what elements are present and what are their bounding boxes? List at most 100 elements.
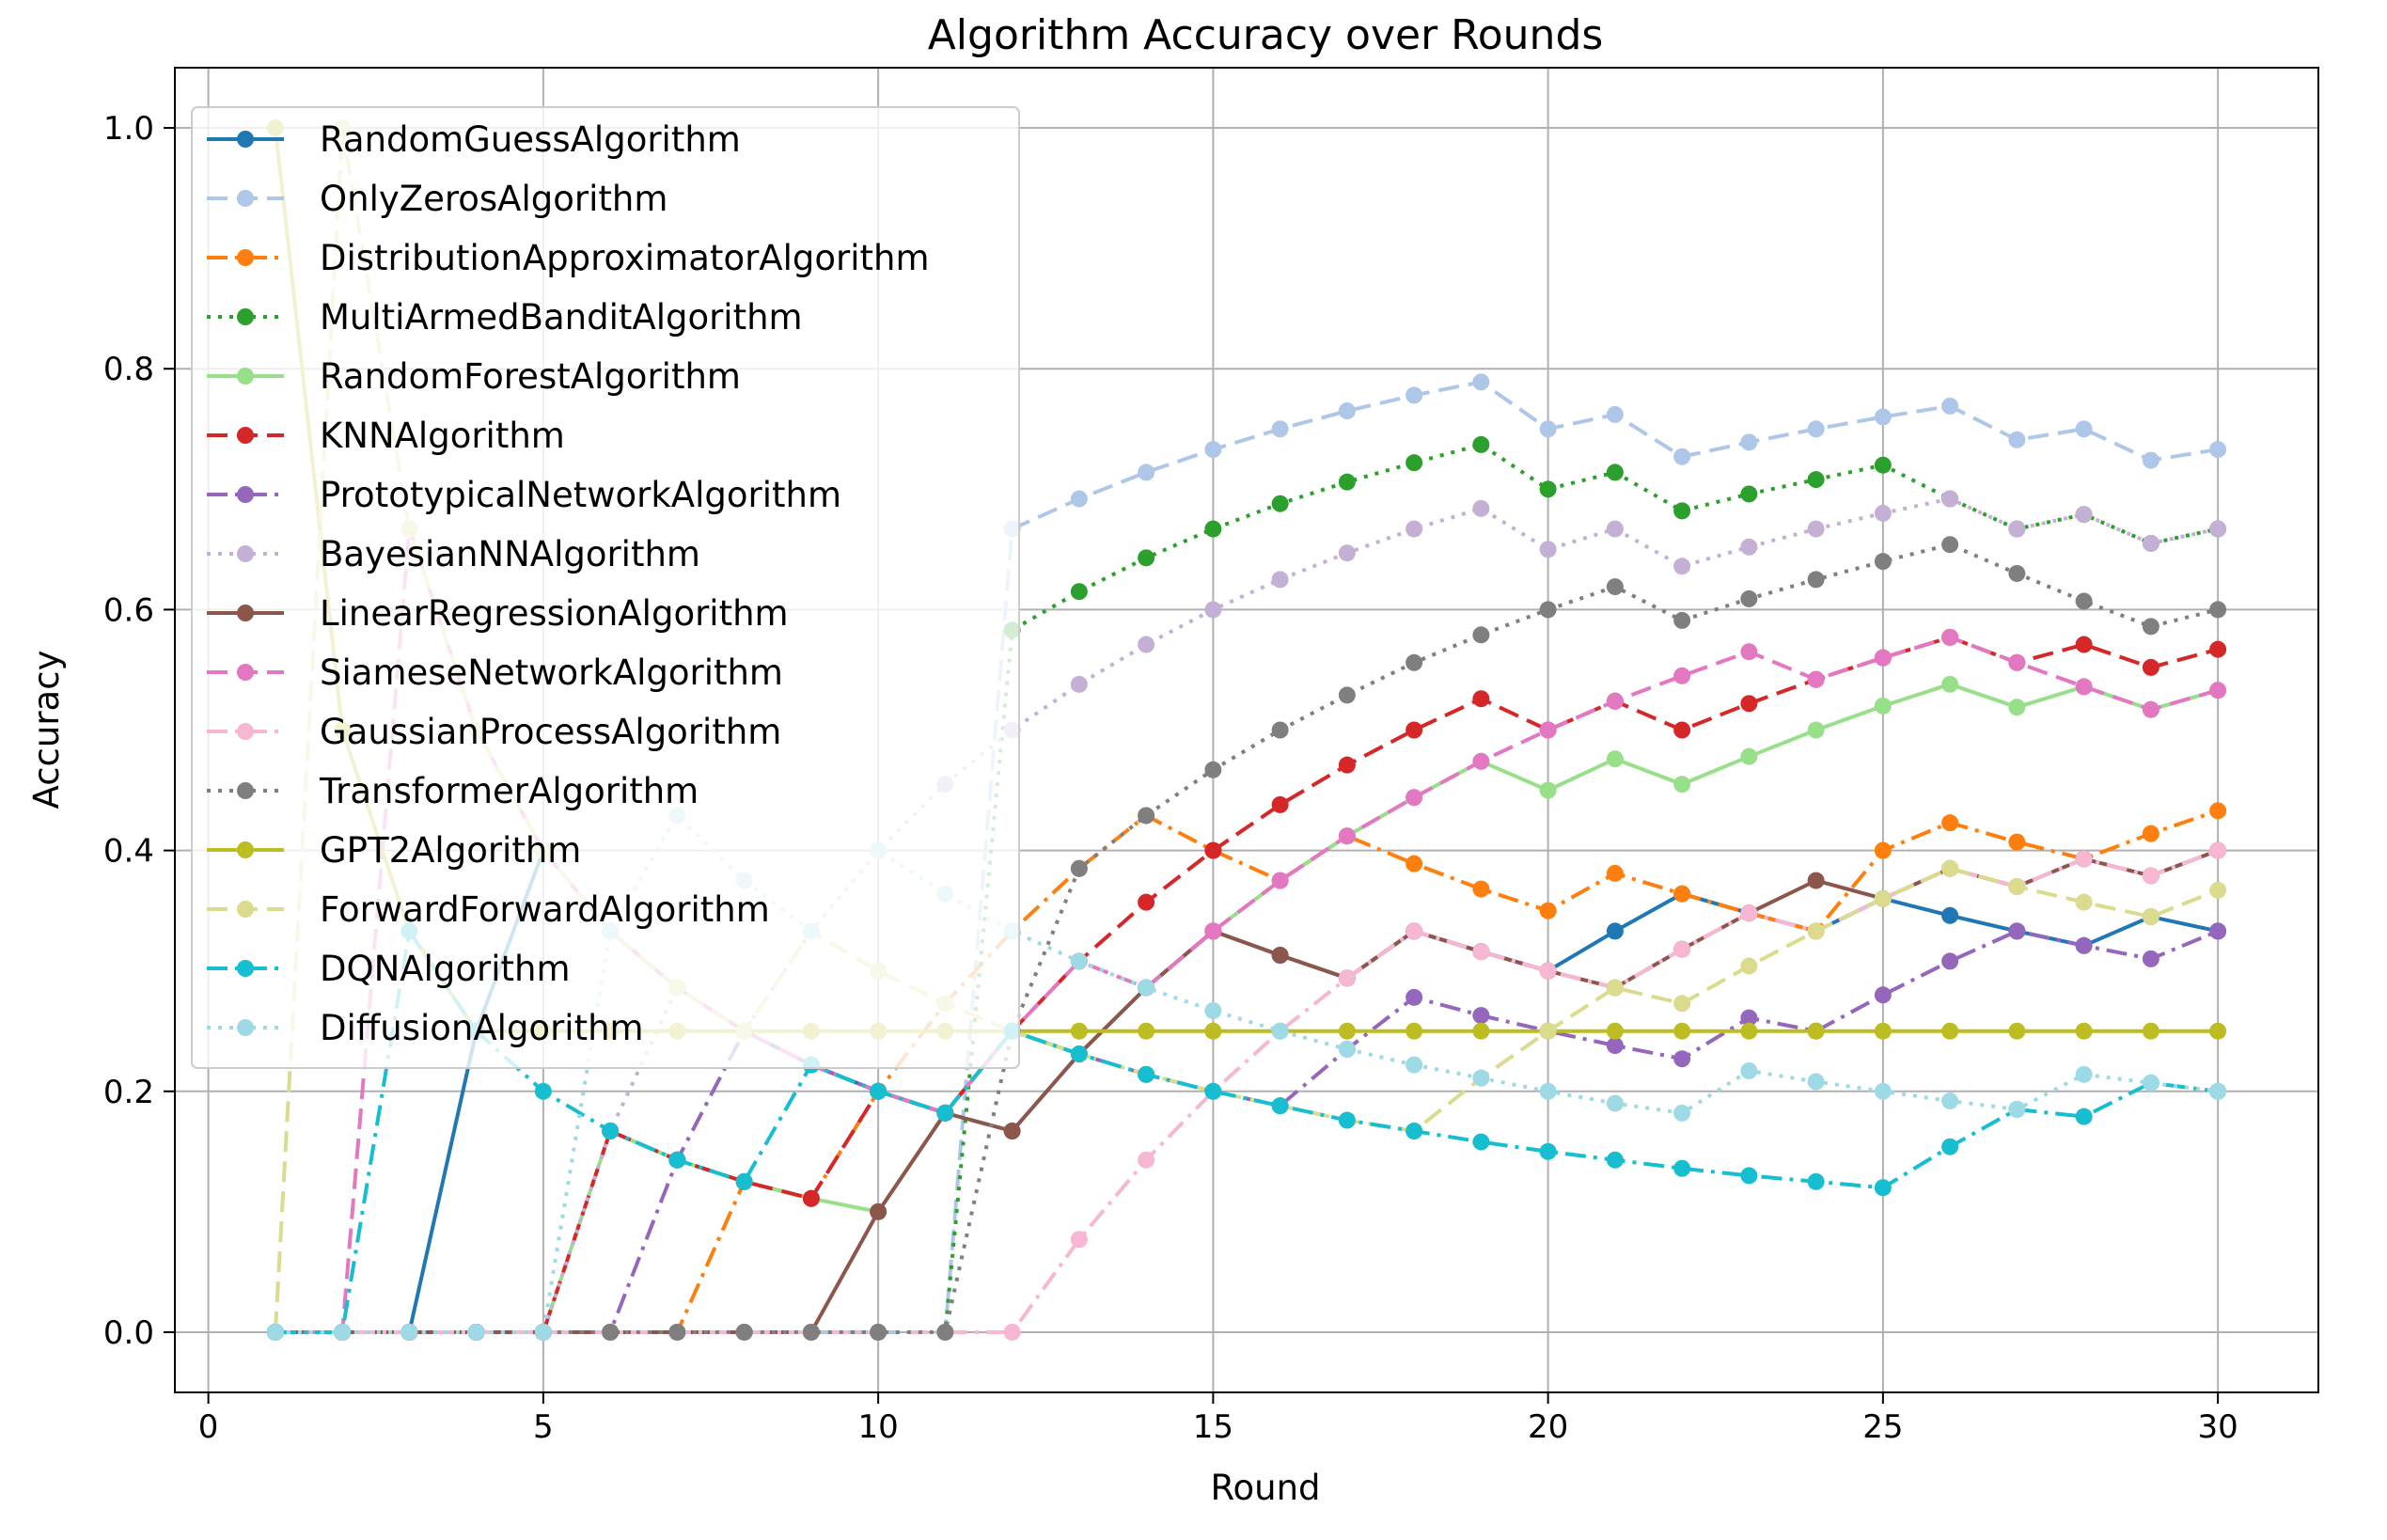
data-point (1204, 922, 1222, 940)
data-point (2142, 534, 2159, 552)
data-point (1740, 1061, 1758, 1079)
data-point (2075, 1065, 2093, 1083)
data-point (1807, 721, 1825, 739)
data-point (2209, 441, 2227, 459)
data-point (1138, 893, 1155, 911)
data-point (1606, 1094, 1624, 1112)
legend-label: BayesianNNAlgorithm (320, 534, 700, 574)
data-point (1874, 889, 1892, 907)
data-point (1472, 1007, 1490, 1025)
data-point (1204, 1022, 1222, 1040)
legend-item: KNNAlgorithm (207, 416, 565, 456)
legend-item: RandomForestAlgorithm (207, 356, 741, 397)
data-point (1606, 1022, 1624, 1040)
data-point (936, 1104, 954, 1122)
x-tick-label: 0 (198, 1408, 219, 1446)
data-point (1338, 473, 1356, 491)
data-point (1807, 670, 1825, 688)
data-point (1271, 495, 1289, 512)
data-point (1874, 697, 1892, 715)
series-layer (266, 119, 2227, 1341)
data-point (1673, 776, 1691, 794)
legend-item: GPT2Algorithm (207, 830, 581, 871)
data-point (1070, 1045, 1088, 1063)
data-point (1070, 859, 1088, 877)
chart-title: Algorithm Accuracy over Rounds (928, 11, 1604, 59)
data-point (1740, 695, 1758, 713)
data-point (1673, 558, 1691, 575)
legend-label: DiffusionAlgorithm (320, 1008, 644, 1048)
legend-label: GaussianProcessAlgorithm (320, 712, 781, 752)
data-point (1606, 464, 1624, 481)
data-point (2142, 825, 2159, 842)
data-point (1606, 1037, 1624, 1055)
data-point (1406, 1123, 1423, 1140)
data-point (1606, 578, 1624, 596)
data-point (1338, 969, 1356, 987)
data-point (1874, 456, 1892, 474)
data-point (2142, 908, 2159, 926)
y-tick-label: 0.6 (103, 591, 154, 629)
legend-label: DistributionApproximatorAlgorithm (320, 238, 930, 278)
legend-label: OnlyZerosAlgorithm (320, 179, 667, 219)
data-point (1673, 885, 1691, 903)
data-point (1472, 1022, 1490, 1040)
data-point (1740, 957, 1758, 975)
legend-label: SiameseNetworkAlgorithm (320, 652, 783, 693)
data-point (1338, 1040, 1356, 1058)
data-point (1472, 752, 1490, 770)
data-point (2209, 922, 2227, 940)
data-point (1874, 553, 1892, 571)
legend-swatch-marker (237, 605, 254, 621)
data-point (2142, 1074, 2159, 1092)
data-point (1138, 1151, 1155, 1169)
data-point (735, 1172, 753, 1190)
y-axis-title: Accuracy (26, 651, 67, 809)
data-point (2075, 936, 2093, 954)
data-point (668, 1151, 686, 1169)
legend-swatch-marker (237, 249, 254, 266)
data-point (1740, 1009, 1758, 1027)
data-point (1406, 1022, 1423, 1040)
data-point (2209, 1022, 2227, 1040)
data-point (2075, 506, 2093, 524)
legend-swatch-marker (237, 841, 254, 858)
data-point (1539, 1142, 1557, 1160)
legend-item: DiffusionAlgorithm (207, 1008, 644, 1048)
data-point (1606, 1151, 1624, 1169)
y-tick-label: 0.0 (103, 1314, 154, 1352)
data-point (870, 1082, 887, 1100)
data-point (1673, 1022, 1691, 1040)
legend-label: PrototypicalNetworkAlgorithm (320, 475, 841, 515)
legend-item: SiameseNetworkAlgorithm (207, 652, 783, 693)
legend-label: ForwardForwardAlgorithm (320, 889, 770, 930)
data-point (1807, 471, 1825, 489)
data-point (2142, 618, 2159, 636)
legend-item: DistributionApproximatorAlgorithm (207, 238, 930, 278)
data-point (1874, 649, 1892, 667)
data-point (1406, 855, 1423, 872)
data-point (400, 1323, 418, 1341)
data-point (2008, 699, 2026, 716)
legend-item: OnlyZerosAlgorithm (207, 179, 667, 219)
data-point (1874, 1082, 1892, 1100)
data-point (2075, 678, 2093, 696)
data-point (1606, 922, 1624, 940)
data-point (1472, 690, 1490, 708)
data-point (1204, 601, 1222, 619)
legend-swatch-marker (237, 427, 254, 444)
data-point (870, 1202, 887, 1220)
data-point (1539, 902, 1557, 919)
data-point (735, 1323, 753, 1341)
data-point (1807, 872, 1825, 889)
data-point (2209, 841, 2227, 859)
data-point (1472, 373, 1490, 391)
data-point (1472, 880, 1490, 898)
data-point (1204, 761, 1222, 778)
data-point (1271, 1097, 1289, 1115)
data-point (1874, 408, 1892, 426)
series-TransformerAlgorithm (266, 536, 2227, 1341)
legend-item: LinearRegressionAlgorithm (207, 593, 789, 634)
data-point (2008, 520, 2026, 538)
